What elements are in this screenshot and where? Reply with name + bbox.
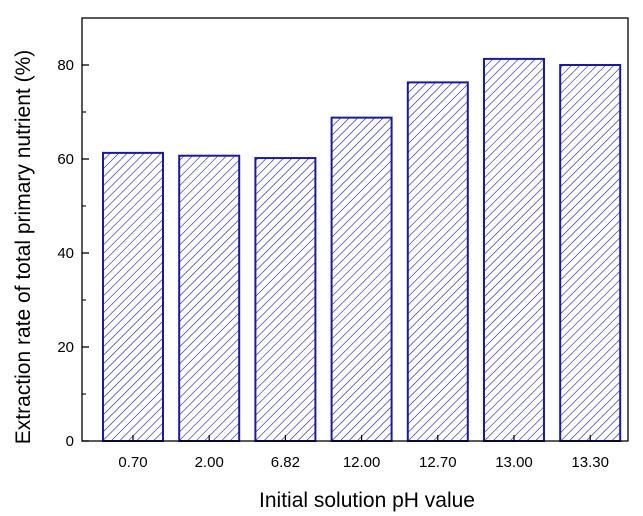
- bar: [559, 64, 622, 442]
- x-tick-label: 13.30: [571, 454, 609, 471]
- bar: [178, 154, 241, 443]
- bar: [483, 57, 545, 442]
- x-tick-label: 12.00: [343, 454, 381, 471]
- axes-group: 0.70 2.00 6.82 12.00 12.70 13.00 13.30 0 20 40 60 8…: [57, 17, 629, 471]
- x-tick-label: 6.82: [271, 454, 300, 471]
- y-tick-label: 40: [57, 245, 74, 262]
- y-tick-label: 60: [57, 151, 74, 168]
- y-tick-label: 80: [57, 57, 74, 74]
- bar: [406, 81, 469, 442]
- x-tick-label: 2.00: [195, 454, 224, 471]
- x-tick-label: 12.70: [419, 454, 457, 471]
- bars-group: [102, 57, 622, 443]
- x-tick-label: 13.00: [495, 454, 533, 471]
- bar: [254, 157, 317, 442]
- y-axis-title: Extraction rate of total primary nutrien…: [12, 50, 35, 444]
- x-axis-title: Initial solution pH value: [259, 489, 475, 512]
- x-tick-label: 0.70: [118, 454, 147, 471]
- y-tick-label: 0: [66, 433, 74, 450]
- bar: [330, 116, 393, 442]
- y-tick-label: 20: [57, 339, 74, 356]
- bar: [102, 151, 164, 442]
- plot-frame: [81, 17, 629, 442]
